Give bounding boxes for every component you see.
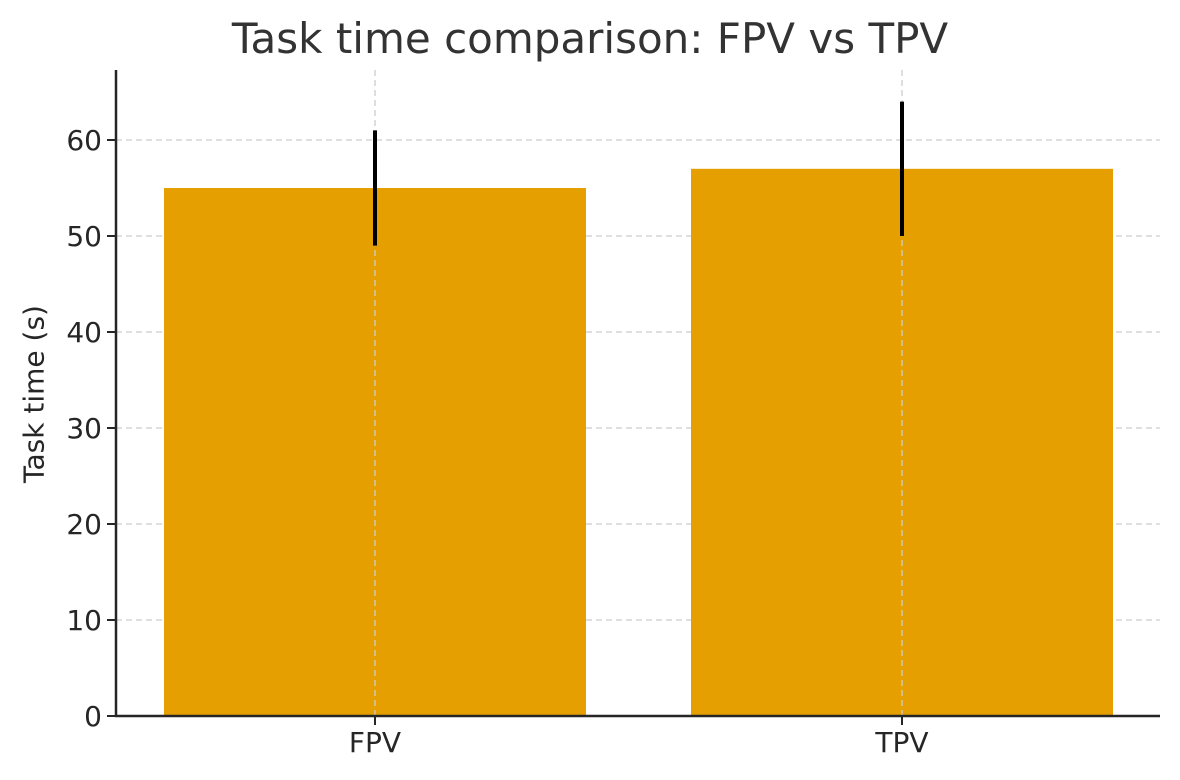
y-tick-label: 20 [66, 508, 102, 541]
x-tick-label: FPV [349, 726, 401, 759]
y-tick-label: 10 [66, 604, 102, 637]
y-tick-label: 40 [66, 316, 102, 349]
y-tick-label: 30 [66, 412, 102, 445]
y-tick-label: 50 [66, 220, 102, 253]
y-tick-label: 60 [66, 124, 102, 157]
y-tick-label: 0 [84, 700, 102, 733]
x-tick-label: TPV [874, 726, 928, 759]
chart-title: Task time comparison: FPV vs TPV [231, 14, 949, 63]
